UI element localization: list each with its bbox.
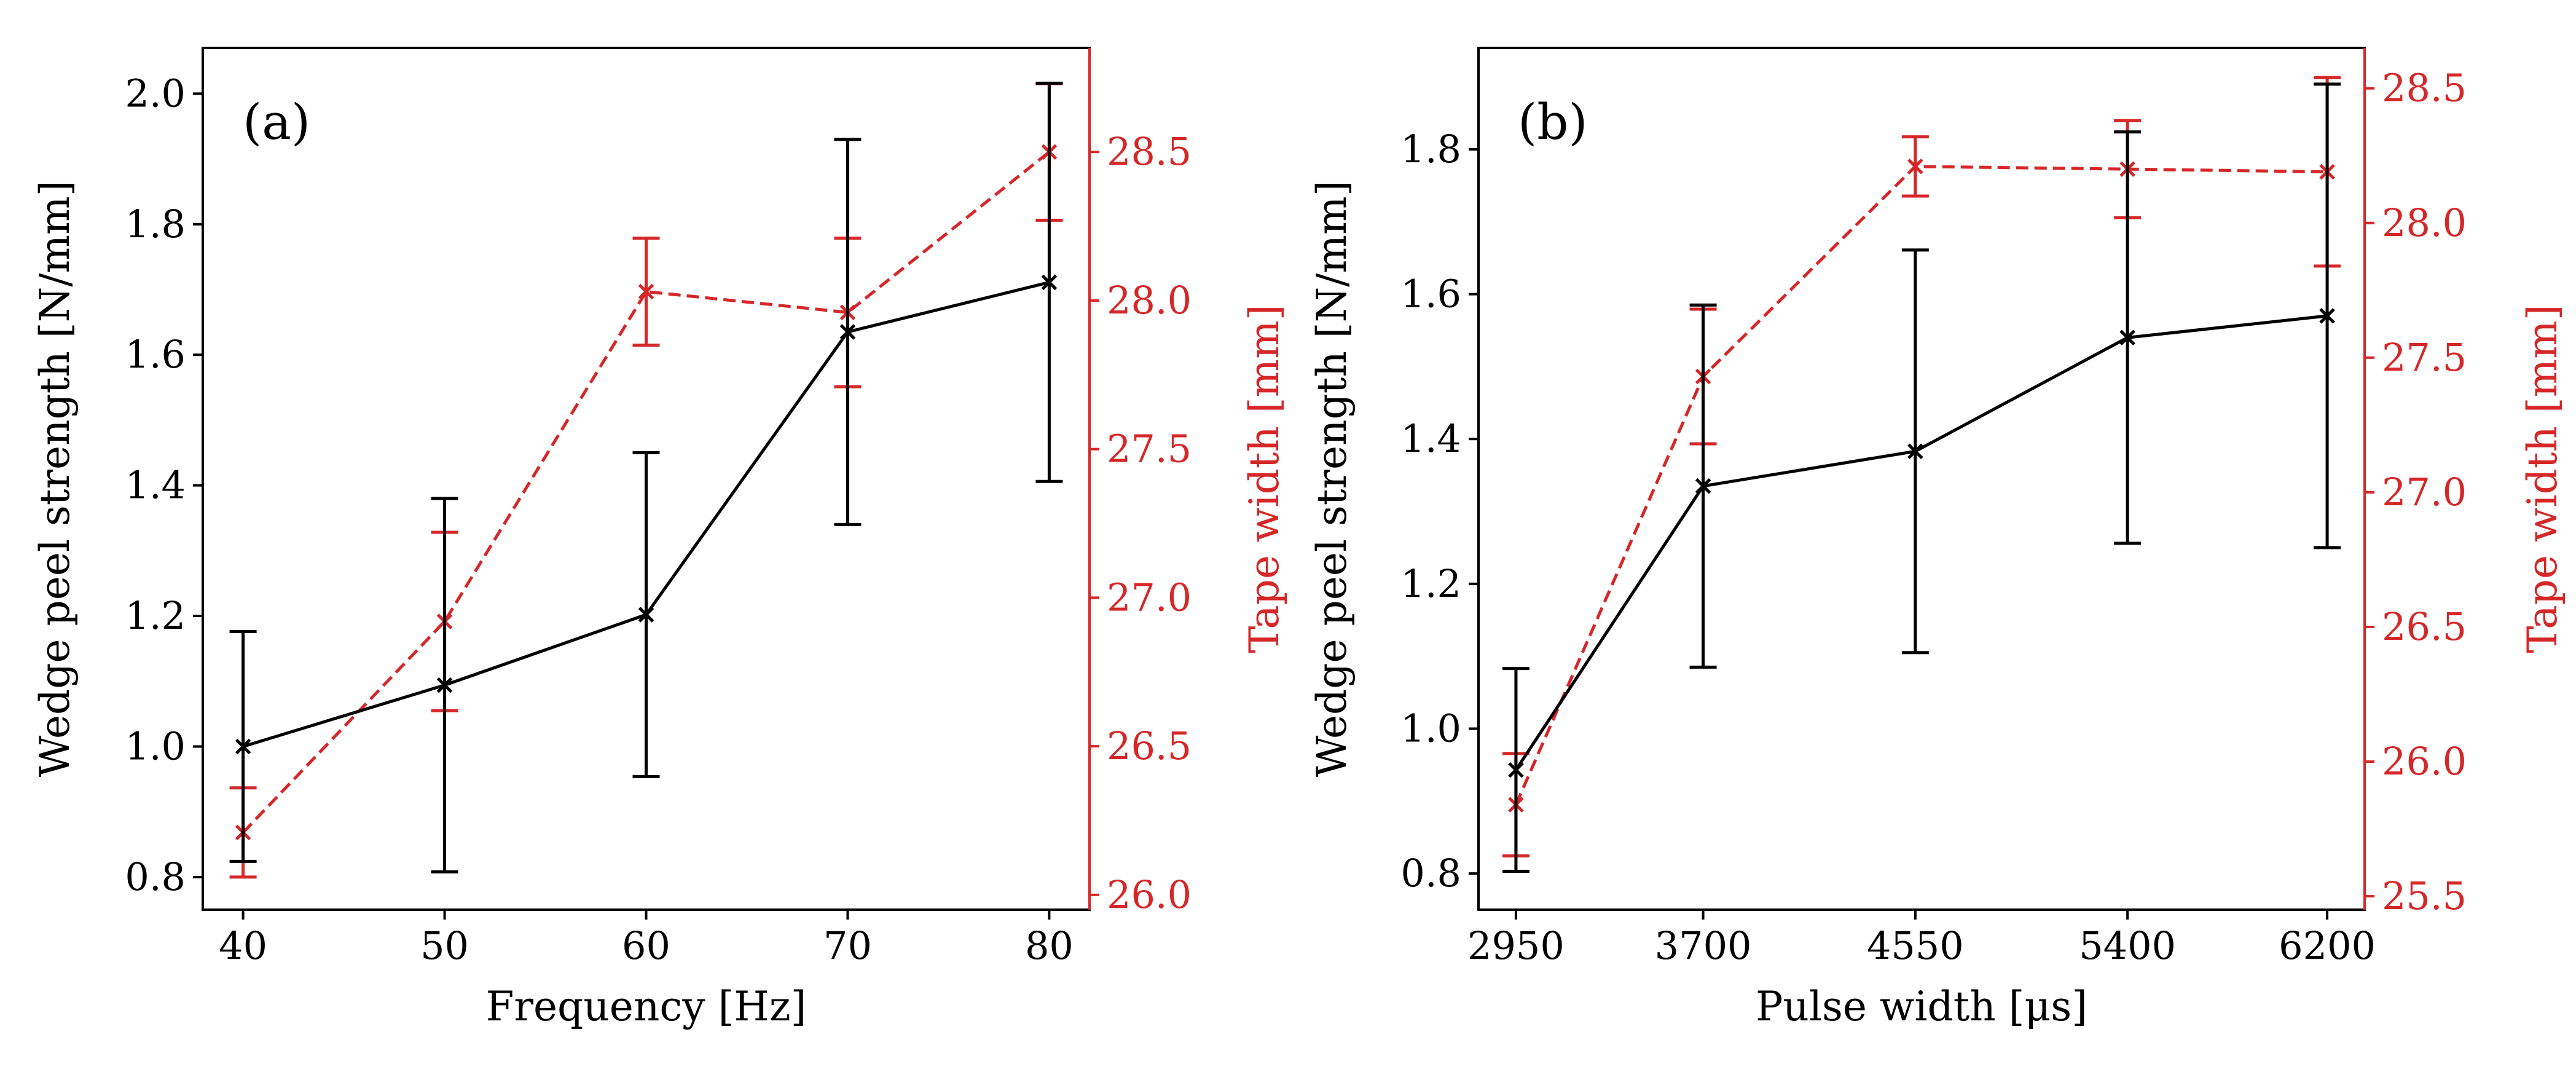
panel-label: (b) [1518,93,1588,151]
data-point-marker [839,324,856,340]
data-point-marker [1508,762,1524,778]
y-left-tick-label: 1.2 [125,593,186,638]
y-left-tick-label: 0.8 [1400,851,1461,896]
series-wedge-peel-strength [229,81,1063,873]
y-right-tick-label: 25.5 [2382,873,2467,918]
y-left-tick-label: 1.4 [1400,416,1461,461]
x-tick-label: 40 [219,923,267,968]
data-point-marker [2119,329,2135,346]
y-left-tick-label: 0.8 [125,854,186,899]
series-line [1514,165,2328,806]
x-tick-label: 4550 [1867,923,1964,968]
y-right-tick-label: 26.5 [1107,723,1192,768]
y-right-tick-label: 28.5 [1107,129,1192,174]
y-left-tick-label: 1.8 [1400,127,1461,171]
x-tick-label: 6200 [2279,923,2376,968]
y-right-tick-label: 26.0 [1107,872,1192,917]
y-left-tick-label: 1.6 [1400,272,1461,317]
x-tick-label: 2950 [1467,923,1565,968]
data-point-marker [1907,443,1923,459]
x-tick-label: 70 [823,923,872,968]
x-tick-label: 3700 [1655,923,1752,968]
y-left-tick-label: 1.8 [125,202,186,246]
x-tick-label: 50 [420,923,469,968]
series-tape-width [1502,76,2341,857]
y-right-tick-label: 26.0 [2382,739,2467,784]
y-right-tick-label: 28.0 [2382,200,2467,245]
x-tick-label: 80 [1025,923,1074,968]
series-line [242,151,1050,834]
data-point-marker [436,677,453,693]
y-left-tick-label: 1.4 [125,463,186,508]
y-right-tick-label: 28.0 [1107,278,1192,323]
y-right-tick-label: 27.0 [2382,470,2467,514]
y-left-axis-label: Wedge peel strength [N/mm] [1308,181,1356,778]
x-axis-label: Pulse width [μs] [1756,983,2087,1030]
y-left-tick-label: 1.6 [125,332,186,377]
y-left-tick-label: 2.0 [125,71,186,116]
y-right-tick-label: 26.5 [2382,604,2467,649]
y-right-tick-label: 28.5 [2382,66,2467,111]
data-point-marker [2319,308,2335,324]
data-point-marker [1041,274,1058,291]
y-right-axis-label: Tape width [mm] [1241,304,1288,653]
panel-label: (a) [243,93,310,151]
data-point-marker [638,283,654,300]
data-point-marker [1695,478,1711,494]
data-point-marker [638,607,654,623]
y-right-axis-label: Tape width [mm] [2519,304,2566,653]
data-point-marker [235,738,251,755]
series-wedge-peel-strength [1502,82,2341,873]
y-left-axis-label: Wedge peel strength [N/mm] [31,181,79,778]
y-left-tick-label: 1.2 [1400,561,1461,606]
panel-a: 40 50 60 70 80 0.8 1.0 1.2 1.4 1.6 1.8 2.0 26.0 26.5 2… [31,47,1288,1030]
x-tick-label: 60 [622,923,670,968]
data-point-marker [1907,159,1923,175]
y-right-tick-label: 27.0 [1107,575,1192,620]
series-line [1514,314,2328,771]
panel-b: 2950 3700 4550 5400 6200 0.8 1.0 1.2 1.4 1.6 1.8 25… [1308,47,2566,1030]
x-tick-label: 5400 [2079,923,2176,968]
x-axis-label: Frequency [Hz] [486,983,807,1030]
y-right-tick-label: 27.5 [2382,335,2467,380]
y-right-tick-label: 27.5 [1107,427,1192,471]
y-left-tick-label: 1.0 [125,723,186,768]
plot-frame [1477,47,2366,911]
y-left-tick-label: 1.0 [1400,706,1461,751]
